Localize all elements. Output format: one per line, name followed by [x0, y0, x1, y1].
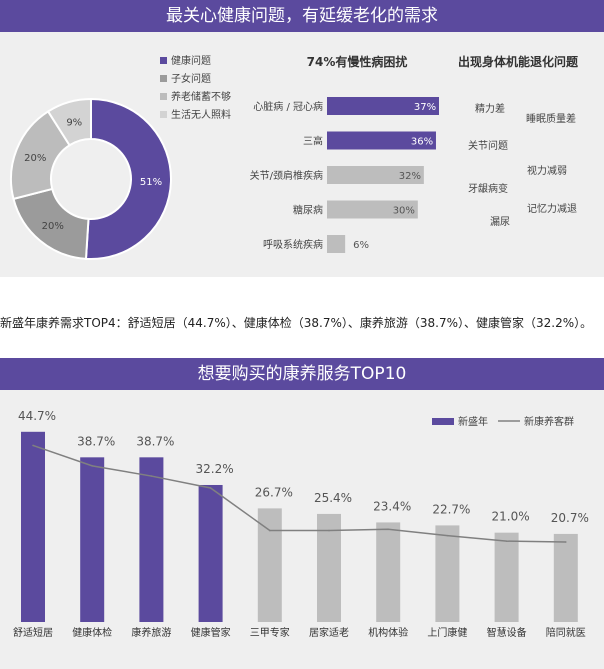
section2-title: 想要购买的康养服务TOP10	[197, 364, 407, 384]
donut-slice-0	[84, 97, 172, 260]
top10-line-point-5	[328, 529, 330, 532]
chronic-bar-1	[327, 131, 436, 150]
top10-line-point-9	[565, 541, 567, 543]
top10-category-5: 居家适老	[309, 626, 349, 639]
legend-swatch-3	[160, 111, 167, 118]
top10-legend: 新盛年 新康养客群	[432, 415, 574, 428]
legend-swatch-2	[160, 93, 167, 100]
top10-bar-9	[553, 533, 578, 622]
section1-banner: 最关心健康问题，有延缓老化的需求	[0, 0, 604, 32]
top10-value-9: 20.7%	[551, 511, 589, 525]
chronic-value-4: 6%	[353, 240, 369, 251]
top10-bar-8	[494, 532, 519, 622]
decline-word-4: 牙龈病变	[468, 182, 508, 195]
chronic-category-1: 三高	[303, 135, 323, 148]
top10-bar-6	[376, 522, 401, 622]
decline-word-3: 视力减弱	[527, 164, 567, 177]
top10-category-2: 康养旅游	[131, 626, 171, 639]
top10-line-point-7	[446, 534, 449, 537]
section2-banner: 想要购买的康养服务TOP10	[0, 358, 604, 390]
chronic-category-0: 心脏病 / 冠心病	[253, 100, 323, 113]
legend-swatch-0	[160, 57, 167, 64]
top10-bar-chart: 44.7% 舒适短居 38.7% 健康体检 38.7% 康养旅游 32.2% 健康管家 26.7…	[13, 409, 589, 639]
legend-label-bar: 新盛年	[458, 415, 488, 428]
chronic-value-2: 32%	[399, 171, 421, 182]
legend-label-2: 养老储蓄不够	[171, 90, 231, 103]
top10-line-point-6	[387, 528, 390, 531]
chronic-category-2: 关节/颈肩椎疾病	[250, 169, 323, 182]
decline-word-1: 睡眠质量差	[526, 112, 576, 125]
decline-word-0: 精力差	[475, 102, 505, 115]
chronic-bar-0	[327, 97, 439, 115]
top10-category-0: 舒适短居	[13, 626, 53, 639]
section2-panel: 新盛年 新康养客群 44.7% 舒适短居 38.7% 健康体检 38.7% 康养旅游 32.2…	[0, 390, 604, 669]
donut-slice-label-1: 20%	[42, 221, 64, 232]
chronic-bar-2	[327, 166, 424, 184]
decline-word-6: 漏尿	[490, 216, 510, 228]
top10-category-7: 上门康健	[427, 626, 467, 639]
legend-label-0: 健康问题	[171, 54, 211, 67]
chronic-value-3: 30%	[393, 206, 415, 217]
legend-swatch-1	[160, 75, 167, 82]
chronic-category-4: 呼吸系统疾病	[263, 238, 323, 251]
chronic-value-0: 37%	[414, 102, 436, 113]
top10-bar-0	[21, 431, 45, 622]
top10-line-point-4	[269, 529, 271, 532]
legend-label-line: 新康养客群	[524, 415, 574, 428]
top10-bar-7	[435, 525, 460, 622]
top10-bar-5	[317, 513, 341, 622]
top10-value-2: 38.7%	[136, 434, 174, 448]
donut-slice-label-0: 51%	[140, 177, 162, 188]
top10-value-5: 25.4%	[314, 491, 352, 505]
top10-line-series	[32, 444, 566, 543]
top10-bar-3	[198, 484, 223, 622]
top10-value-1: 38.7%	[77, 434, 115, 448]
top10-line-point-8	[505, 540, 508, 542]
top10-bar-2	[139, 457, 164, 622]
legend-swatch-bar	[432, 418, 454, 425]
decline-word-2: 关节问题	[468, 139, 508, 152]
top10-category-1: 健康体检	[72, 626, 112, 639]
top10-category-3: 健康管家	[191, 626, 231, 639]
chronic-title: 74%有慢性病困扰	[307, 54, 408, 69]
top10-line-point-0	[32, 444, 34, 447]
chronic-category-3: 糖尿病	[293, 204, 323, 217]
top10-category-8: 智慧设备	[487, 626, 527, 639]
chronic-value-1: 36%	[411, 137, 433, 148]
donut-slice-3	[46, 97, 92, 147]
top10-chart-svg: 新盛年 新康养客群 44.7% 舒适短居 38.7% 健康体检 38.7% 康养旅游 32.2…	[13, 409, 589, 639]
top10-category-4: 三甲专家	[250, 626, 290, 639]
top10-value-7: 22.7%	[432, 502, 470, 516]
chronic-bar-3	[327, 200, 418, 219]
donut-chart: 51% 20% 20% 9%	[10, 97, 172, 260]
legend-label-1: 子女问题	[171, 72, 211, 85]
chronic-bar-chart: 心脏病 / 冠心病 37% 三高 36% 关节/颈肩椎疾病 32% 糖尿病 30% 呼吸系统疾病…	[250, 97, 439, 253]
legend-label-3: 生活无人照料	[171, 108, 231, 121]
top10-line-point-2	[150, 475, 153, 477]
top10-category-9: 陪同就医	[546, 626, 586, 639]
top10-category-6: 机构体验	[368, 626, 408, 639]
section1-title: 最关心健康问题，有延缓老化的需求	[166, 6, 438, 26]
section1-panel: 51% 20% 20% 9% 健康问题子女问题养老储蓄不够 生活无人照料 74%有慢性病…	[0, 32, 604, 277]
top10-value-8: 21.0%	[492, 510, 530, 524]
top10-value-0: 44.7%	[18, 409, 56, 423]
top10-line-point-3	[209, 487, 212, 489]
donut-slice-label-2: 20%	[24, 153, 46, 164]
top10-bar-4	[257, 508, 282, 622]
decline-word-5: 记忆力减退	[527, 202, 577, 215]
chronic-bar-4	[327, 235, 346, 253]
intro-paragraph: 新盛年康养需求TOP4：舒适短居（44.7%）、健康体检（38.7%）、康养旅游…	[0, 316, 593, 330]
top10-bar-1	[80, 457, 105, 622]
top10-value-4: 26.7%	[255, 485, 293, 499]
decline-title: 出现身体机能退化问题	[458, 54, 579, 69]
top10-line-point-1	[91, 465, 93, 467]
top10-value-3: 32.2%	[196, 462, 234, 476]
top10-value-6: 23.4%	[373, 499, 411, 513]
donut-slice-label-3: 9%	[66, 117, 82, 128]
